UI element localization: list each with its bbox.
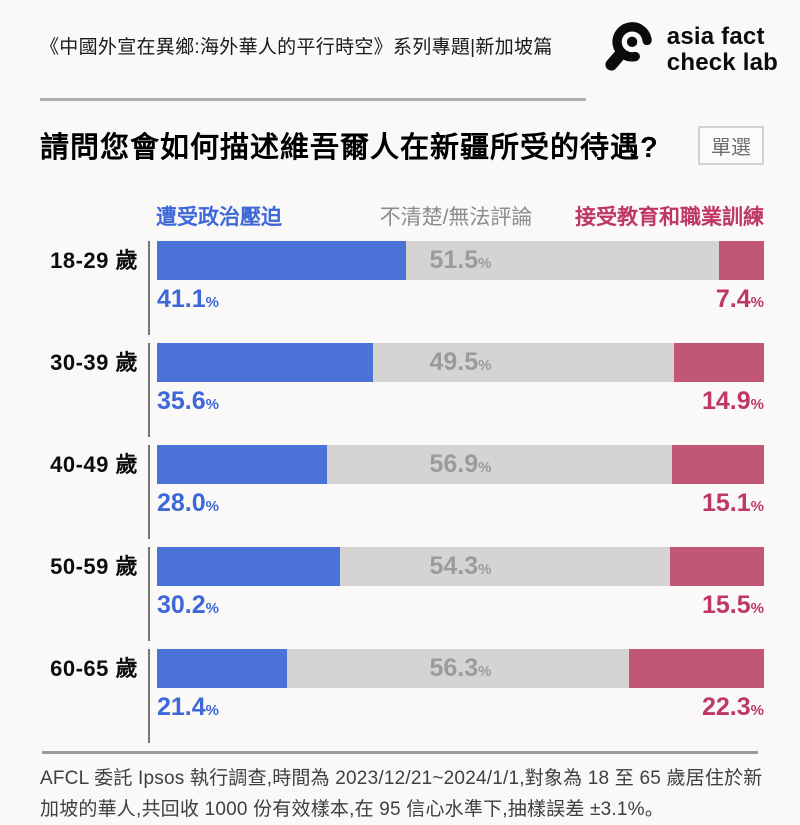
bar-segment-unclear xyxy=(286,649,629,688)
legend-item-training: 接受教育和職業訓練 xyxy=(575,206,764,229)
chart-legend: 遭受政治壓迫 不清楚/無法評論 接受教育和職業訓練 xyxy=(40,202,764,230)
row-body: 56.3% 21.4% 22.3% xyxy=(148,649,764,743)
row-body: 49.5% 35.6% 14.9% xyxy=(148,343,764,437)
footer-divider xyxy=(42,751,758,754)
bar-segment-training xyxy=(672,445,764,484)
age-group-label: 50-59 歲 xyxy=(50,554,138,579)
question-title: 請問您會如何描述維吾爾人在新疆所受的待遇? xyxy=(40,132,659,164)
series-title: 《中國外宣在異鄉:海外華人的平行時空》系列專題|新加坡篇 xyxy=(40,37,553,58)
bar-segment-training xyxy=(719,241,764,280)
value-label-training: 15.1% xyxy=(701,489,764,517)
stacked-bar-chart: 遭受政治壓迫 不清楚/無法評論 接受教育和職業訓練 18-29 歲 51.5% … xyxy=(40,202,764,743)
value-labels: 30.2% 15.5% xyxy=(157,591,764,623)
logo-line2: check lab xyxy=(666,48,778,76)
chart-rows: 18-29 歲 51.5% 41.1% 7.4% 30-39 歲 49.5% xyxy=(40,241,764,743)
stacked-bar: 56.3% xyxy=(157,649,764,688)
chart-row: 40-49 歲 56.9% 28.0% 15.1% xyxy=(40,445,764,539)
value-label-training: 22.3% xyxy=(701,693,764,721)
stacked-bar: 49.5% xyxy=(157,343,764,382)
chart-row: 30-39 歲 49.5% 35.6% 14.9% xyxy=(40,343,764,437)
chart-row: 60-65 歲 56.3% 21.4% 22.3% xyxy=(40,649,764,743)
age-group-label: 60-65 歲 xyxy=(50,656,138,681)
bar-segment-oppression xyxy=(157,547,341,586)
single-choice-badge: 單選 xyxy=(698,126,764,165)
bar-segment-training xyxy=(669,547,764,586)
bar-segment-training xyxy=(628,649,764,688)
value-labels: 41.1% 7.4% xyxy=(157,285,764,317)
logo-line1: asia fact xyxy=(666,22,765,50)
question-row: 請問您會如何描述維吾爾人在新疆所受的待遇? 單選 xyxy=(40,124,764,166)
header-divider xyxy=(40,98,586,101)
value-label-oppression: 21.4% xyxy=(157,693,220,721)
legend-item-oppression: 遭受政治壓迫 xyxy=(156,206,282,229)
value-label-training: 7.4% xyxy=(715,285,764,313)
bar-segment-unclear xyxy=(406,241,720,280)
row-body: 54.3% 30.2% 15.5% xyxy=(148,547,764,641)
bar-segment-oppression xyxy=(157,649,287,688)
value-labels: 21.4% 22.3% xyxy=(157,693,764,725)
stacked-bar: 56.9% xyxy=(157,445,764,484)
row-body: 51.5% 41.1% 7.4% xyxy=(148,241,764,335)
age-group-label: 30-39 歲 xyxy=(50,350,138,375)
bar-segment-oppression xyxy=(157,445,327,484)
value-label-oppression: 30.2% xyxy=(157,591,220,619)
value-label-oppression: 35.6% xyxy=(157,387,220,415)
value-label-unclear: 49.5% xyxy=(429,348,492,376)
value-label-oppression: 41.1% xyxy=(157,285,220,313)
row-body: 56.9% 28.0% 15.1% xyxy=(148,445,764,539)
bar-segment-training xyxy=(673,343,764,382)
bar-segment-unclear xyxy=(326,445,673,484)
value-labels: 28.0% 15.1% xyxy=(157,489,764,521)
logo-wordmark: asia fact check lab xyxy=(666,22,778,76)
legend-item-unclear: 不清楚/無法評論 xyxy=(379,206,533,229)
stacked-bar: 54.3% xyxy=(157,547,764,586)
afcl-logo: asia fact check lab xyxy=(600,18,778,81)
legend-spacer xyxy=(40,202,148,230)
bar-segment-unclear xyxy=(373,343,674,382)
value-labels: 35.6% 14.9% xyxy=(157,387,764,419)
bar-segment-oppression xyxy=(157,241,407,280)
source-note: AFCL 委託 Ipsos 執行調查,時間為 2023/12/21~2024/1… xyxy=(40,768,763,821)
legend-area: 遭受政治壓迫 不清楚/無法評論 接受教育和職業訓練 xyxy=(148,202,764,230)
value-label-training: 15.5% xyxy=(701,591,764,619)
age-group-label: 40-49 歲 xyxy=(50,452,138,477)
magnifier-logo-icon xyxy=(600,18,658,81)
value-label-unclear: 56.3% xyxy=(429,654,492,682)
value-label-unclear: 56.9% xyxy=(429,450,492,478)
value-label-unclear: 51.5% xyxy=(429,246,492,274)
value-label-unclear: 54.3% xyxy=(429,552,492,580)
value-label-oppression: 28.0% xyxy=(157,489,220,517)
value-label-training: 14.9% xyxy=(701,387,764,415)
masthead: 《中國外宣在異鄉:海外華人的平行時空》系列專題|新加坡篇 asia fact c… xyxy=(40,18,778,81)
chart-row: 18-29 歲 51.5% 41.1% 7.4% xyxy=(40,241,764,335)
bar-segment-unclear xyxy=(340,547,670,586)
stacked-bar: 51.5% xyxy=(157,241,764,280)
age-group-label: 18-29 歲 xyxy=(50,248,138,273)
chart-row: 50-59 歲 54.3% 30.2% 15.5% xyxy=(40,547,764,641)
bar-segment-oppression xyxy=(157,343,374,382)
